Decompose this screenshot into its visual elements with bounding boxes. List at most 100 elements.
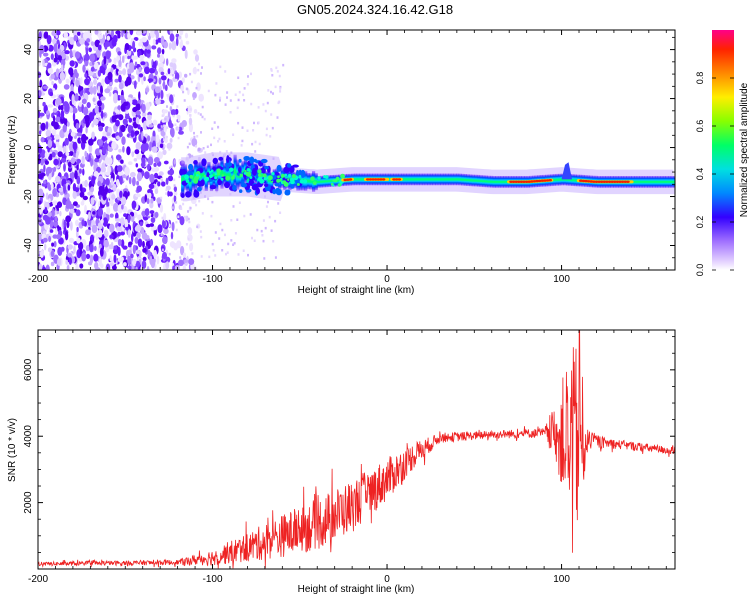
- noise-dot: [67, 253, 73, 258]
- ridge-blob: [212, 166, 217, 172]
- snr-y-tick-label: 6000: [23, 358, 34, 381]
- noise-dot: [90, 66, 95, 72]
- noise-dot: [267, 89, 270, 92]
- noise-dot: [49, 91, 54, 97]
- noise-dot: [172, 265, 175, 270]
- noise-dot: [105, 178, 110, 186]
- noise-dot: [164, 115, 170, 123]
- ridge-column: [453, 173, 457, 186]
- noise-dot: [53, 57, 58, 63]
- ridge-column: [408, 173, 413, 186]
- ridge-peak: [348, 178, 353, 181]
- noise-dot: [256, 228, 259, 232]
- noise-dot: [79, 168, 82, 174]
- noise-dot: [112, 202, 119, 212]
- noise-dot: [150, 30, 156, 39]
- noise-dot: [38, 59, 41, 67]
- noise-dot: [141, 103, 146, 114]
- ridge-core-dot: [214, 176, 218, 180]
- noise-dot: [147, 114, 152, 121]
- noise-dot: [204, 151, 207, 154]
- noise-dot: [50, 182, 54, 190]
- noise-dot: [75, 209, 81, 217]
- noise-dot: [164, 117, 167, 121]
- snr-frame: [37, 329, 676, 570]
- noise-dot: [160, 71, 165, 76]
- ridge-peak: [397, 178, 402, 181]
- noise-dot: [219, 96, 222, 100]
- noise-dot: [172, 114, 175, 118]
- noise-dot: [110, 67, 114, 73]
- ridge-column: [487, 175, 491, 188]
- ridge-core-dot: [287, 178, 290, 181]
- noise-dot: [160, 233, 163, 236]
- noise-dot: [68, 257, 72, 265]
- noise-dot: [57, 258, 62, 266]
- noise-dot: [145, 223, 151, 228]
- noise-dot: [52, 38, 57, 45]
- spectrogram-frame: [37, 29, 676, 271]
- ridge-column: [458, 173, 462, 186]
- noise-dot: [50, 53, 54, 60]
- noise-dot: [104, 42, 108, 50]
- noise-dot: [73, 68, 78, 77]
- ridge-core-dot: [303, 179, 308, 184]
- noise-dot: [213, 136, 216, 140]
- noise-dot: [45, 264, 50, 270]
- noise-dot: [171, 206, 174, 209]
- ridge-core-dot: [208, 170, 212, 174]
- noise-dot: [173, 194, 177, 203]
- noise-dot: [274, 219, 277, 223]
- noise-dot: [113, 245, 118, 250]
- noise-dot: [133, 158, 138, 162]
- ridge-column: [427, 173, 431, 186]
- noise-dot: [148, 124, 154, 128]
- noise-dot: [98, 257, 102, 267]
- ridge-blob: [260, 158, 268, 164]
- noise-dot: [108, 91, 112, 97]
- noise-dot: [82, 168, 85, 176]
- noise-dot: [84, 114, 90, 123]
- ridge-column: [241, 161, 245, 186]
- ridge-peak-glow: [629, 180, 634, 184]
- noise-dot: [238, 201, 241, 204]
- noise-dot: [141, 36, 148, 43]
- noise-dot: [102, 146, 107, 155]
- noise-dot: [88, 47, 92, 53]
- noise-dot: [100, 110, 104, 119]
- noise-dot: [164, 84, 168, 92]
- noise-dot: [160, 196, 163, 200]
- noise-dot: [254, 150, 257, 153]
- ridge-blob: [218, 156, 224, 161]
- snr-series-line: [38, 330, 675, 569]
- noise-dot: [188, 220, 191, 224]
- noise-dot: [261, 234, 264, 237]
- noise-dot: [103, 239, 109, 248]
- noise-dot: [188, 142, 191, 146]
- ridge-blob: [197, 180, 203, 187]
- ridge-blob: [217, 178, 222, 186]
- noise-dot: [79, 263, 84, 269]
- noise-dot: [141, 260, 147, 269]
- ridge-peak: [623, 180, 628, 183]
- noise-dot: [88, 261, 93, 266]
- ridge-core-dot: [239, 173, 243, 178]
- ridge-blob: [193, 189, 198, 194]
- noise-dot: [120, 231, 125, 236]
- noise-dot: [130, 130, 135, 138]
- noise-dot: [117, 246, 121, 256]
- noise-dot: [149, 173, 155, 183]
- noise-dot: [276, 70, 279, 73]
- ridge-peak: [540, 179, 545, 182]
- ridge-peak: [522, 180, 526, 183]
- noise-dot: [117, 32, 121, 39]
- noise-dot: [170, 67, 172, 70]
- noise-dot: [163, 138, 166, 142]
- noise-dot: [243, 99, 246, 102]
- noise-dot: [134, 236, 139, 244]
- noise-dot: [109, 255, 112, 262]
- spectrogram-y-tick-label: 40: [23, 44, 34, 56]
- noise-dot: [214, 254, 217, 257]
- noise-dot: [98, 106, 102, 113]
- ridge-peak: [579, 179, 583, 182]
